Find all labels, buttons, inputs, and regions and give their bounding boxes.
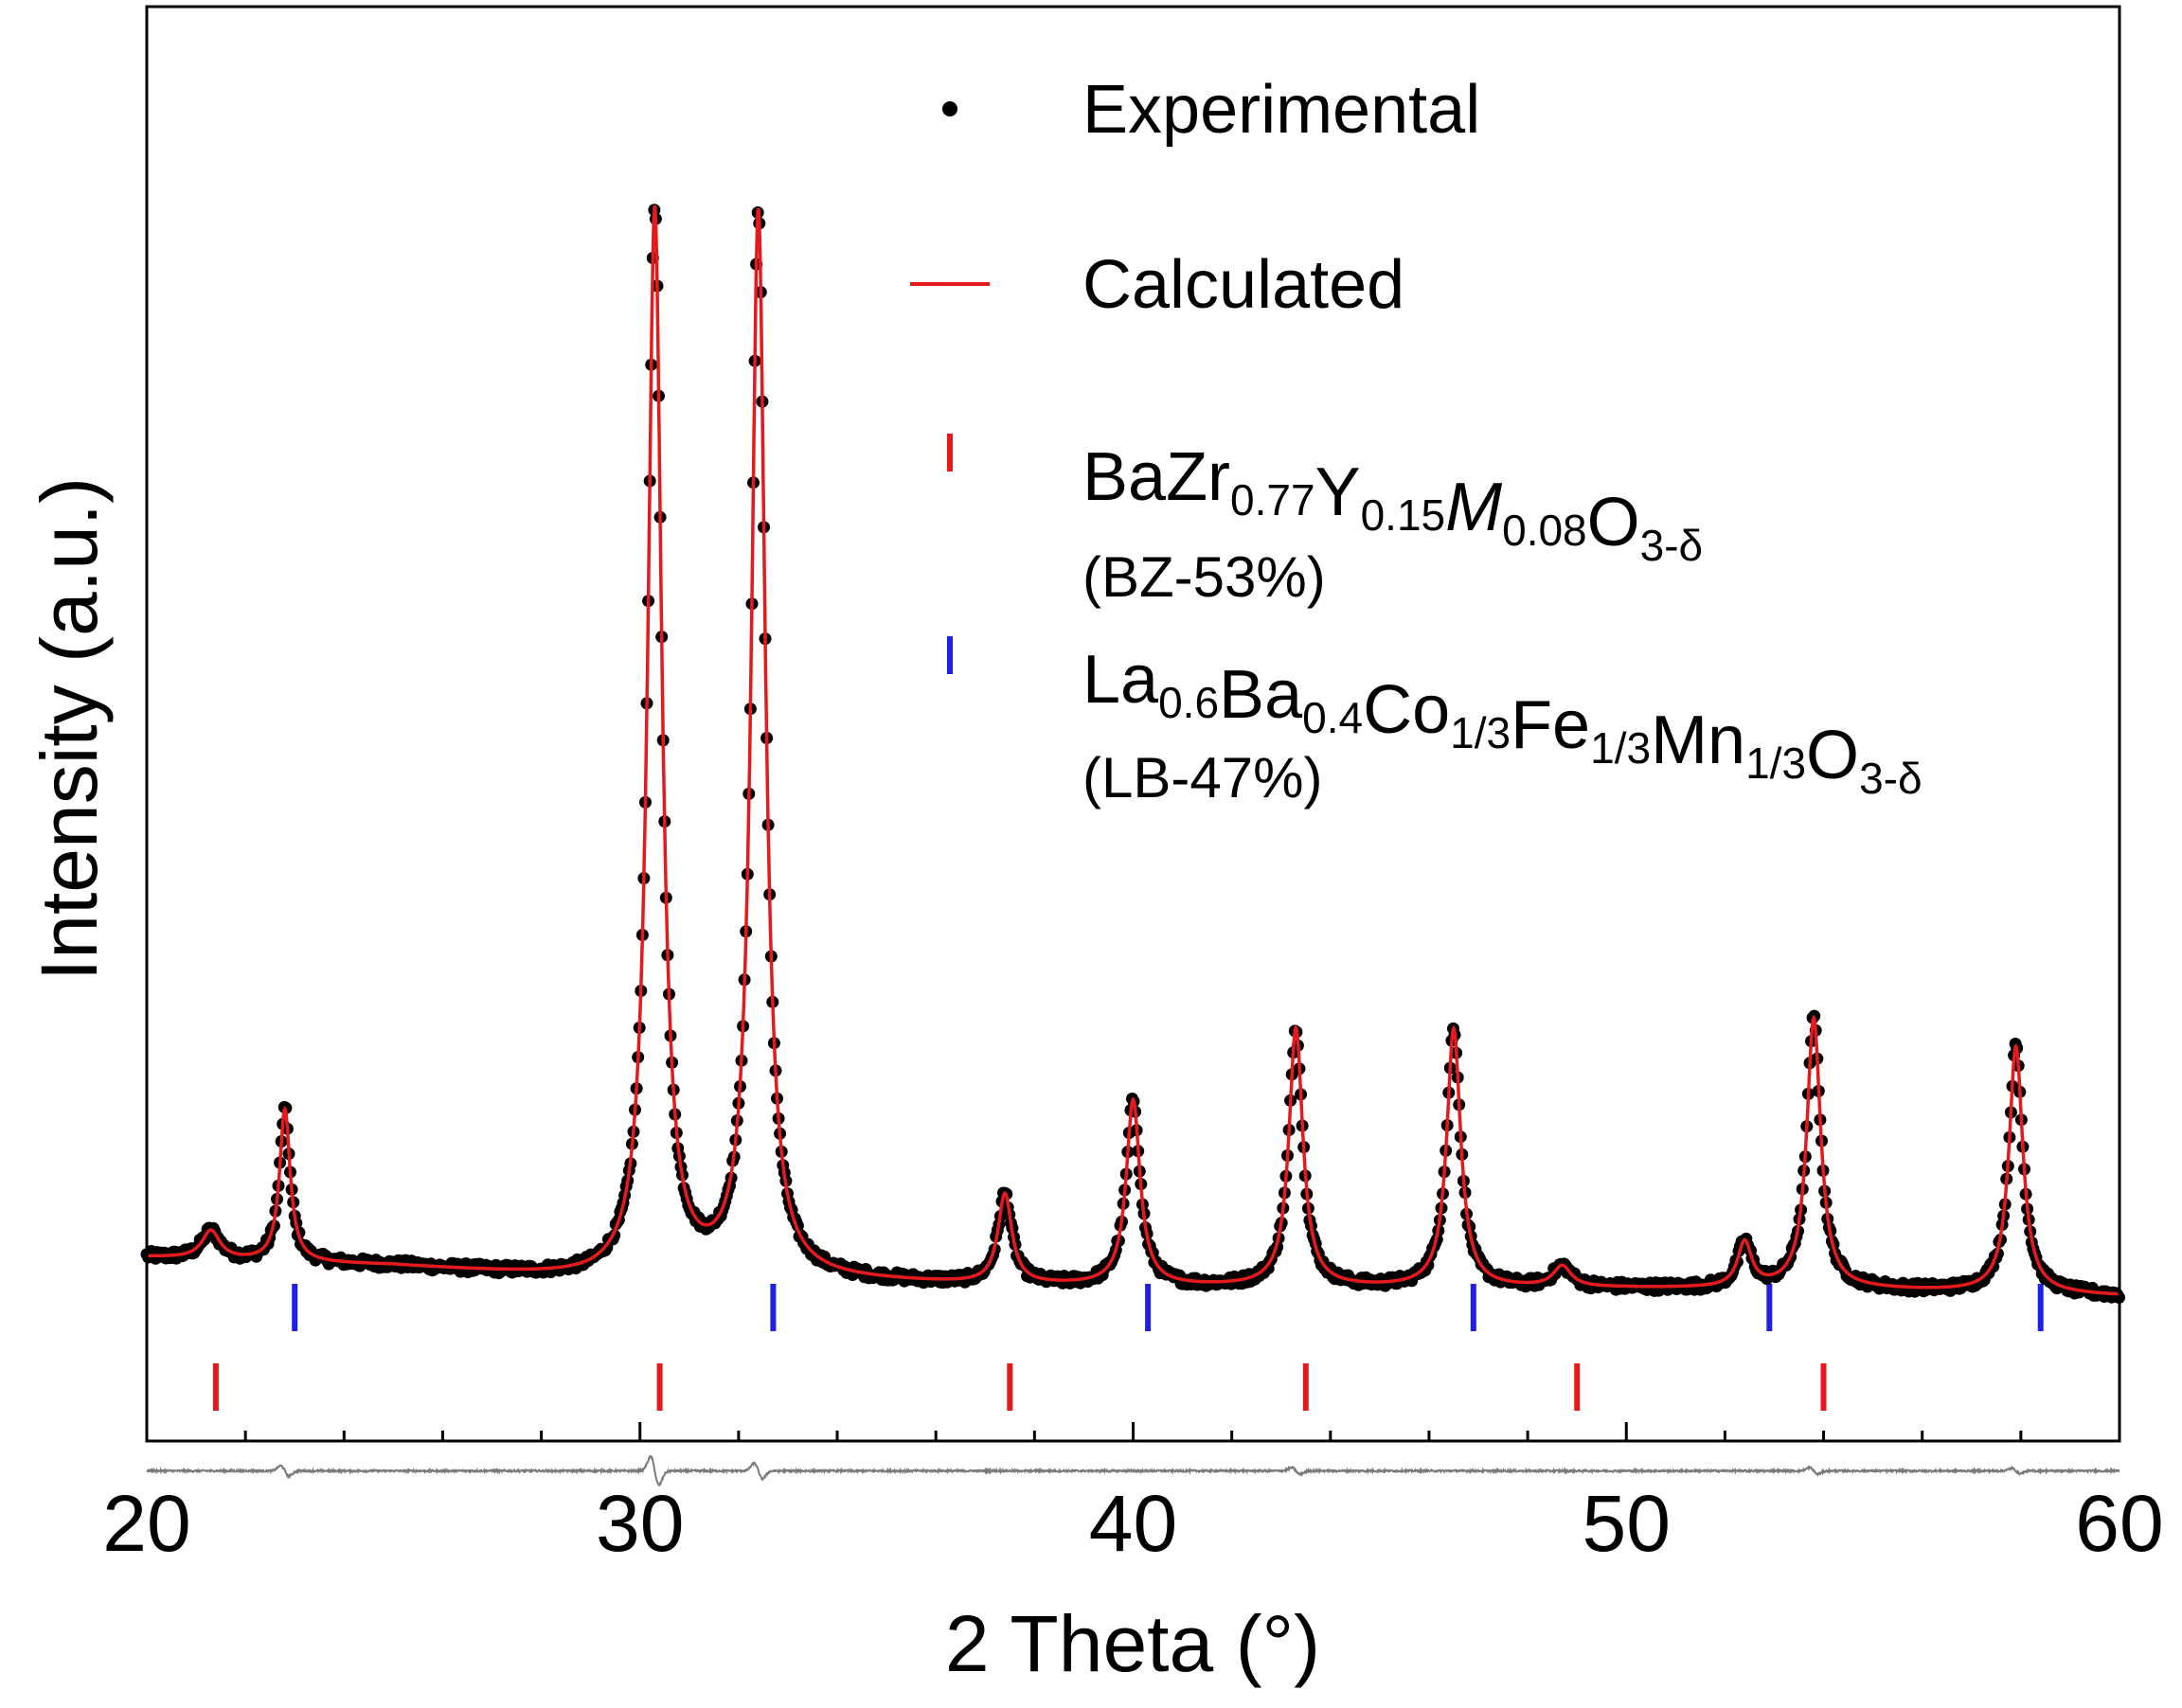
formula-part: La bbox=[1082, 642, 1159, 718]
legend-note: (BZ-53%) bbox=[1082, 545, 1326, 609]
legend-note: (LB-47%) bbox=[1082, 746, 1322, 810]
formula-part: 1/3 bbox=[1745, 738, 1806, 788]
x-axis-title: 2 Theta (°) bbox=[945, 1599, 1320, 1688]
formula-part: M bbox=[1445, 470, 1502, 545]
x-tick-label: 60 bbox=[2075, 1479, 2163, 1568]
bragg-reflection-ticks bbox=[212, 1284, 2044, 1411]
formula-part: 1/3 bbox=[1450, 708, 1511, 757]
formula-part: 0.77 bbox=[1230, 475, 1315, 525]
difference-curve-layer bbox=[146, 1454, 2120, 1487]
formula-part: Co bbox=[1363, 672, 1450, 748]
formula-part: Ba bbox=[1219, 657, 1303, 733]
formula-part: Fe bbox=[1511, 687, 1590, 763]
formula-part: 0.6 bbox=[1158, 678, 1219, 727]
x-tick-label: 40 bbox=[1089, 1479, 1177, 1568]
formula-part: 3-δ bbox=[1640, 521, 1704, 570]
formula-part: 0.4 bbox=[1302, 693, 1363, 742]
formula-part: O bbox=[1806, 718, 1859, 793]
x-tick-label: 20 bbox=[102, 1479, 190, 1568]
legend-marker-dot bbox=[942, 101, 957, 116]
legend-item-phase_bz: BaZr0.77Y0.15M0.08O3-δ(BZ-53%) bbox=[947, 434, 1703, 609]
legend-item-calculated: Calculated bbox=[910, 247, 1404, 323]
difference-line bbox=[146, 1454, 2120, 1487]
x-axis: 20 30 40 50 60 bbox=[102, 1422, 2164, 1568]
legend-label: Experimental bbox=[1082, 72, 1480, 148]
formula-part: Y bbox=[1315, 454, 1361, 530]
formula-part: 0.08 bbox=[1502, 506, 1587, 555]
formula-part: 1/3 bbox=[1590, 723, 1651, 773]
legend-label: Calculated bbox=[1082, 247, 1404, 323]
y-axis-title: Intensity (a.u.) bbox=[25, 477, 114, 981]
calculated-curve-layer bbox=[147, 205, 2119, 1296]
calculated-line bbox=[147, 205, 2119, 1296]
formula-part: 3-δ bbox=[1859, 754, 1923, 803]
legend-formula: La0.6Ba0.4Co1/3Fe1/3Mn1/3O3-δ bbox=[1082, 642, 1923, 803]
formula-part: 0.15 bbox=[1361, 490, 1446, 540]
legend-item-experimental: Experimental bbox=[942, 72, 1480, 148]
legend-formula: BaZr0.77Y0.15M0.08O3-δ bbox=[1082, 439, 1703, 570]
legend-item-phase_lb: La0.6Ba0.4Co1/3Fe1/3Mn1/3O3-δ(LB-47%) bbox=[947, 636, 1923, 810]
formula-part: Mn bbox=[1651, 703, 1745, 778]
x-tick-label: 30 bbox=[596, 1479, 684, 1568]
legend: Experimental Calculated BaZr0.77Y0.15M0.08… bbox=[910, 72, 1923, 810]
x-tick-label: 50 bbox=[1583, 1479, 1671, 1568]
formula-part: BaZr bbox=[1082, 439, 1230, 515]
formula-part: O bbox=[1587, 485, 1640, 560]
